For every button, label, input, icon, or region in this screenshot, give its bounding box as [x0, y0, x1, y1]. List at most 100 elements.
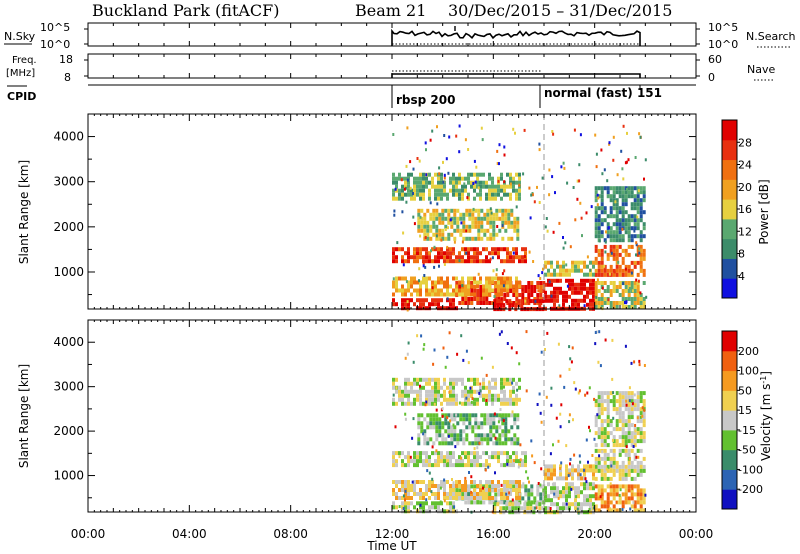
- data-cell: [506, 492, 509, 496]
- data-cell: [471, 220, 475, 225]
- data-cell: [494, 484, 497, 488]
- data-cell: [416, 184, 419, 189]
- data-cell: [497, 480, 500, 484]
- data-cell: [455, 509, 458, 514]
- data-cell: [422, 377, 425, 382]
- data-cell: [419, 298, 422, 303]
- data-cell: [589, 468, 592, 473]
- data-cell: [503, 500, 507, 505]
- data-cell: [562, 302, 565, 307]
- data-cell: [642, 248, 646, 253]
- data-cell: [497, 288, 500, 293]
- data-cell: [512, 451, 515, 456]
- data-cell: [639, 395, 643, 400]
- data-cell: [467, 377, 470, 382]
- data-cell: [621, 492, 625, 497]
- data-cell: [522, 482, 525, 486]
- data-cell: [642, 190, 646, 195]
- data-cell: [583, 482, 586, 487]
- data-cell: [458, 401, 461, 405]
- data-cell: [603, 301, 607, 305]
- data-cell: [539, 411, 542, 415]
- freq-left-label-2: [MHz]: [6, 68, 35, 79]
- data-cell: [482, 500, 486, 505]
- data-cell: [473, 247, 476, 252]
- data-cell: [500, 196, 503, 201]
- y-tick-label: 2000: [53, 424, 84, 438]
- data-cell: [404, 385, 407, 390]
- data-cell: [621, 443, 625, 448]
- data-cell: [621, 305, 625, 309]
- data-cell: [464, 488, 467, 492]
- data-cell: [412, 215, 415, 219]
- data-cell: [568, 282, 571, 287]
- data-cell: [603, 452, 607, 457]
- data-cell: [494, 496, 498, 501]
- data-cell: [420, 220, 424, 225]
- data-cell: [639, 218, 643, 223]
- data-cell: [606, 508, 610, 513]
- data-cell: [633, 229, 636, 233]
- data-cell: [429, 212, 433, 217]
- data-cell: [435, 413, 439, 418]
- data-cell: [621, 234, 625, 239]
- data-cell: [453, 425, 457, 430]
- data-cell: [431, 385, 434, 390]
- data-cell: [491, 192, 494, 197]
- data-cell: [592, 464, 595, 469]
- data-cell: [434, 192, 437, 197]
- data-cell: [618, 206, 622, 211]
- data-cell: [444, 208, 448, 213]
- data-cell: [606, 431, 610, 436]
- data-cell: [473, 451, 476, 456]
- data-cell: [423, 274, 426, 277]
- data-cell: [555, 416, 558, 420]
- data-cell: [516, 425, 520, 430]
- data-cell: [447, 429, 451, 434]
- data-cell: [432, 417, 436, 422]
- data-cell: [537, 274, 540, 278]
- data-cell: [550, 498, 553, 503]
- data-cell: [509, 284, 512, 289]
- data-cell: [449, 176, 452, 181]
- data-cell: [422, 480, 425, 484]
- data-cell: [548, 193, 551, 197]
- data-cell: [479, 259, 482, 264]
- data-cell: [636, 472, 640, 477]
- data-cell: [494, 488, 497, 492]
- data-cell: [557, 306, 560, 310]
- data-cell: [476, 297, 480, 301]
- data-cell: [477, 272, 480, 276]
- data-cell: [504, 429, 508, 434]
- data-cell: [488, 184, 491, 189]
- data-cell: [580, 278, 583, 283]
- data-cell: [492, 216, 496, 221]
- data-cell: [515, 276, 518, 281]
- data-cell: [441, 208, 445, 213]
- data-cell: [446, 255, 449, 260]
- data-cell: [641, 406, 644, 410]
- data-cell: [606, 443, 610, 448]
- data-cell: [606, 252, 610, 257]
- data-cell: [489, 433, 493, 438]
- data-cell: [412, 167, 415, 171]
- data-cell: [464, 184, 467, 189]
- data-cell: [636, 399, 640, 404]
- colorbar-tick-label: 16: [738, 203, 752, 216]
- data-cell: [489, 208, 493, 213]
- data-cell: [600, 252, 604, 257]
- data-cell: [467, 247, 470, 252]
- data-cell: [473, 447, 476, 451]
- colorbar-swatch: [722, 429, 737, 451]
- data-cell: [583, 494, 586, 499]
- data-cell: [428, 180, 431, 185]
- data-cell: [541, 271, 544, 275]
- data-cell: [604, 338, 607, 342]
- data-cell: [509, 259, 512, 264]
- data-cell: [485, 399, 488, 402]
- data-cell: [612, 484, 616, 489]
- data-cell: [597, 206, 601, 211]
- data-cell: [553, 472, 556, 477]
- data-cell: [639, 291, 642, 295]
- data-cell: [563, 166, 566, 170]
